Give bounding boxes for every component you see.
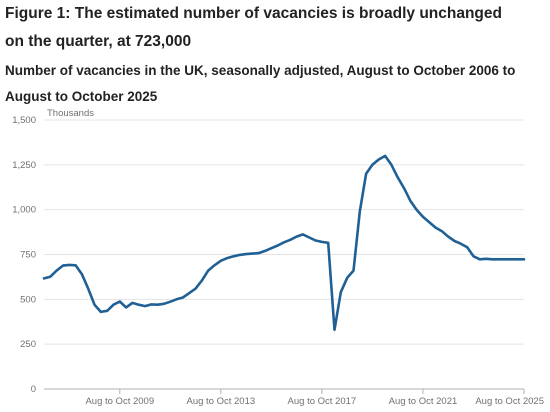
y-unit-label: Thousands [47,108,94,119]
figure-title: Figure 1: The estimated number of vacanc… [5,5,502,50]
axis-labels: 0 250 500 750 1,000 1,250 1,500 Aug to Oct 2009… [12,115,544,407]
y-tick-label: 250 [20,339,36,350]
y-tick-label: 0 [31,384,36,395]
x-tick-label: Aug to Oct 2025 [475,396,544,407]
y-tick-label: 750 [20,250,36,261]
gridlines [44,119,524,390]
y-tick-label: 500 [20,294,36,305]
figure-subtitle: Number of vacancies in the UK, seasonall… [5,63,516,104]
y-tick-label: 1,250 [12,160,36,171]
x-tick-label: Aug to Oct 2021 [389,396,458,407]
y-tick-label: 1,000 [12,205,36,216]
y-tick-label: 1,500 [12,115,36,126]
x-tick-label: Aug to Oct 2009 [85,396,154,407]
vacancies-series-line [42,154,526,332]
x-tick-label: Aug to Oct 2017 [288,396,357,407]
x-tick-label: Aug to Oct 2013 [187,396,256,407]
